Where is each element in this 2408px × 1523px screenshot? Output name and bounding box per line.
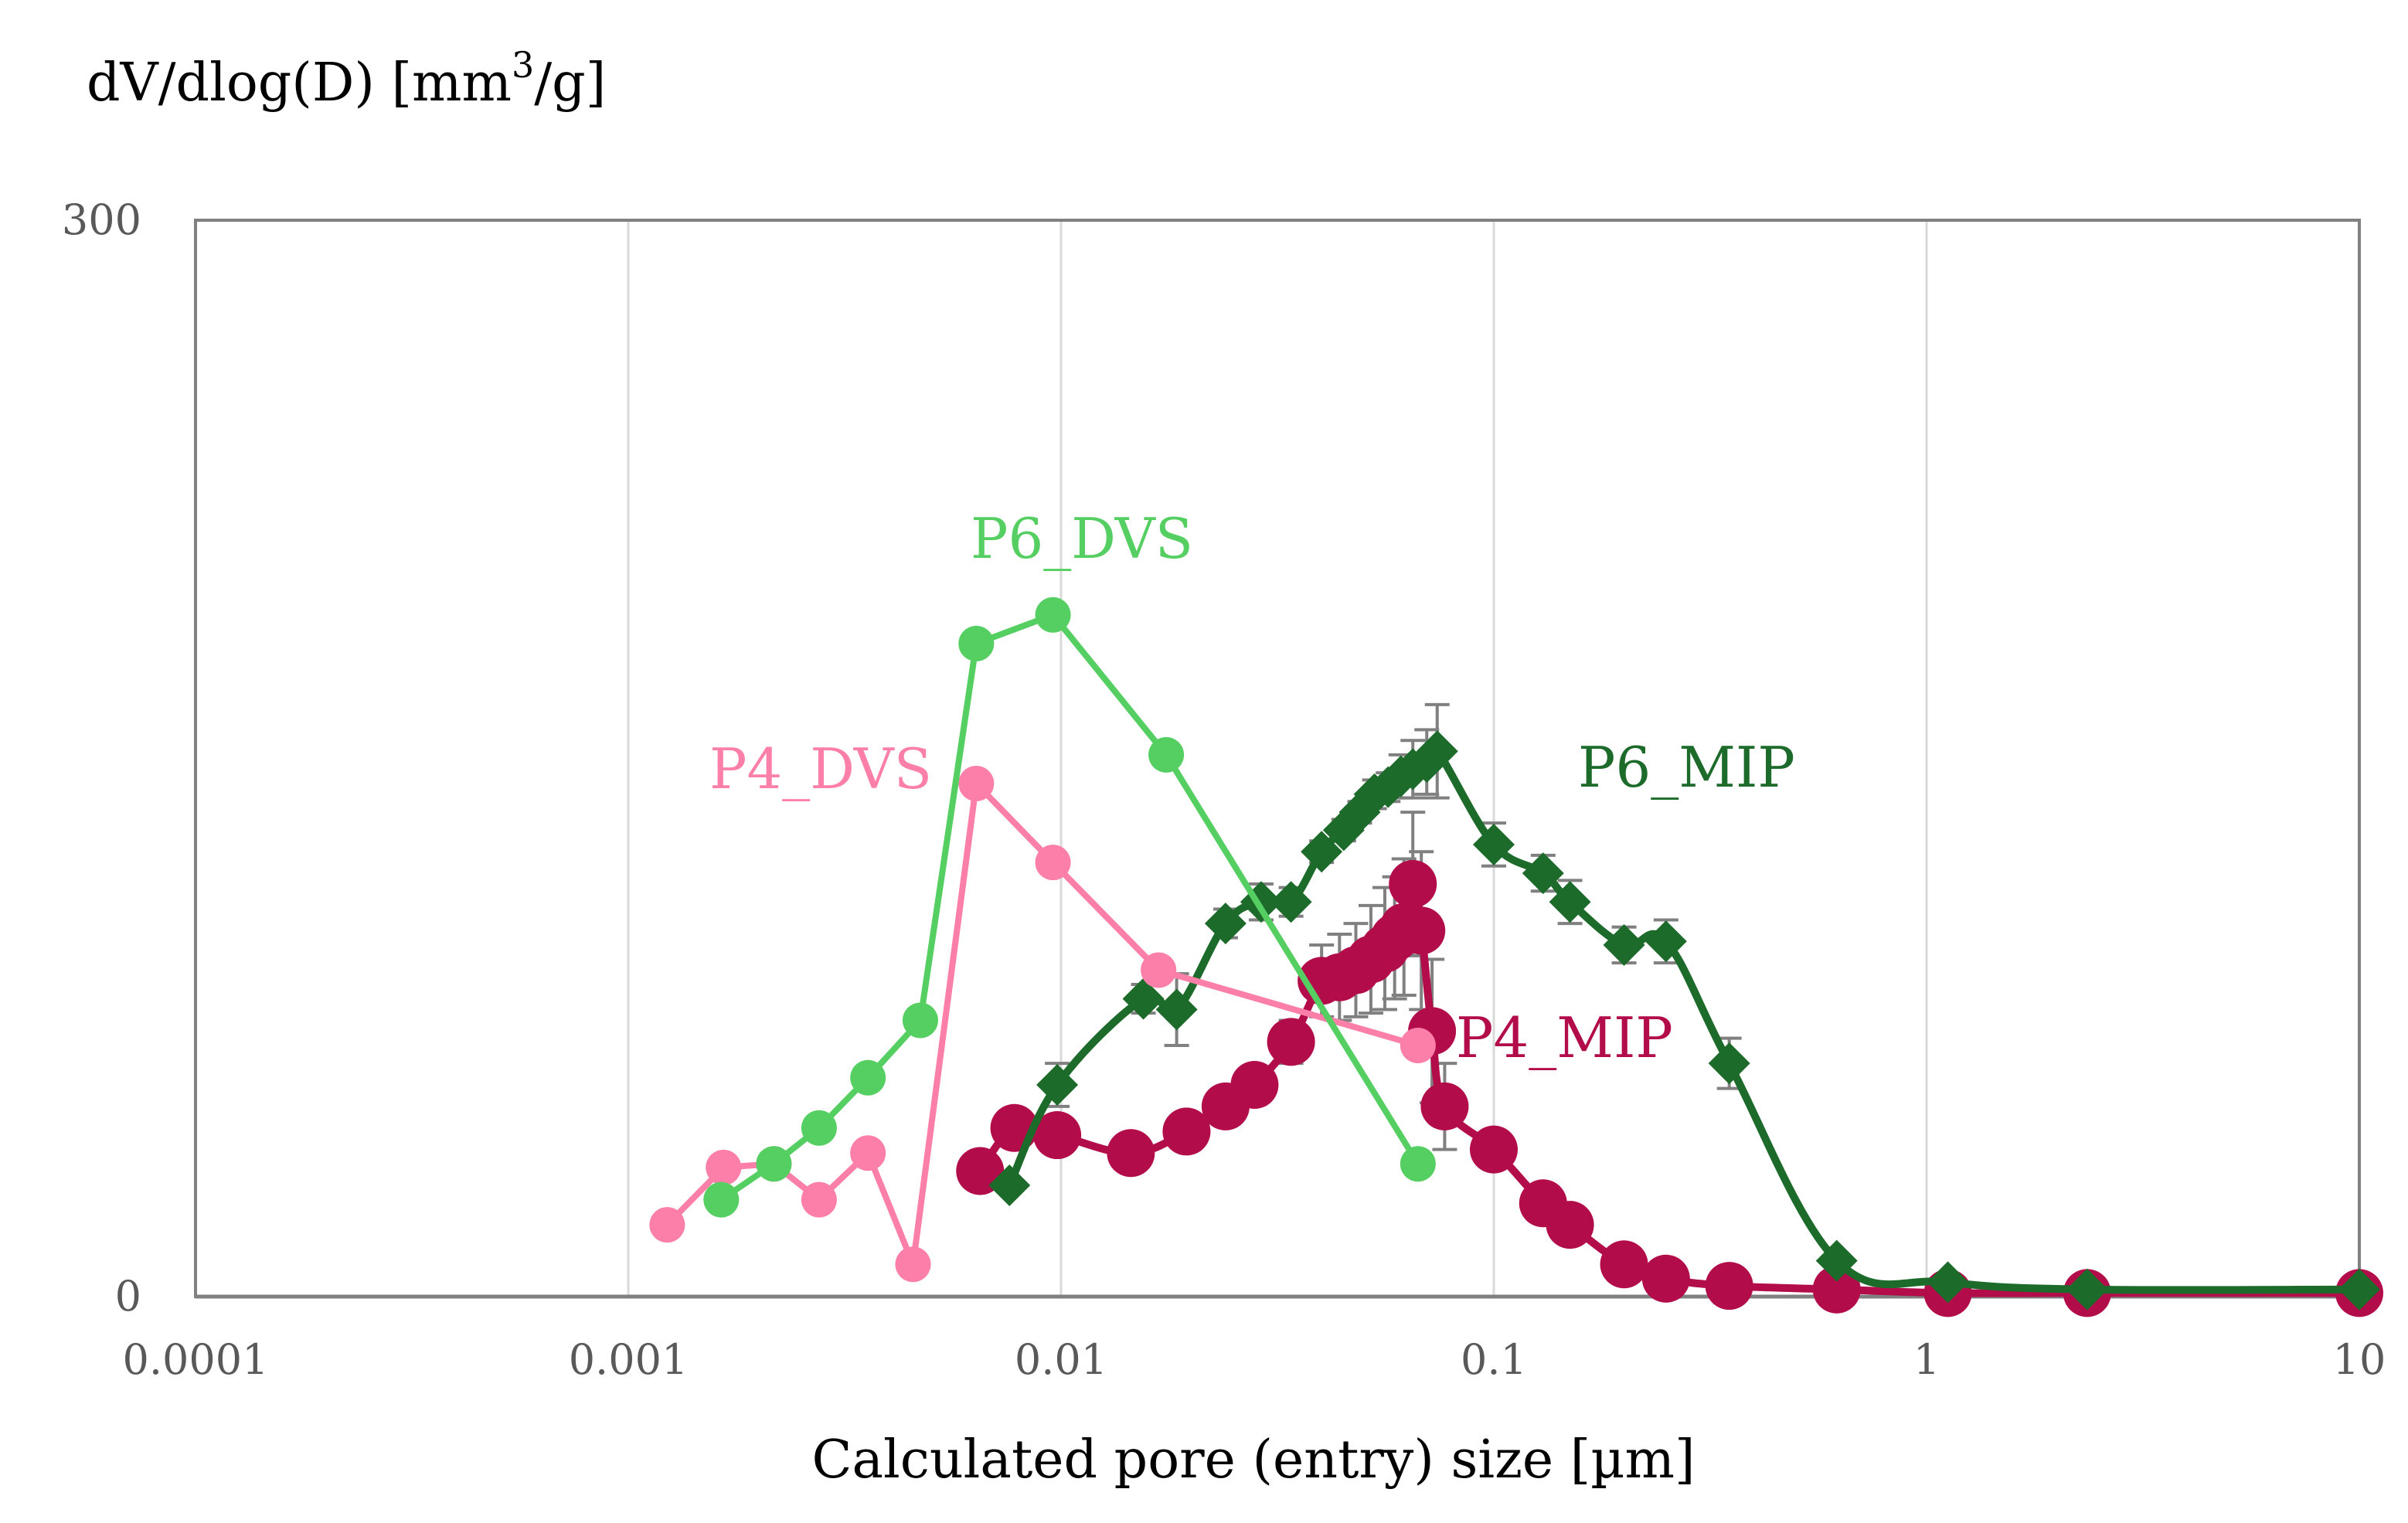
x-axis-label: Calculated pore (entry) size [µm] [811,1430,1695,1491]
x-tick-label-0-0001: 0.0001 [123,1335,269,1384]
tick-labels: 0.0001 0.001 0.01 0.1 1 10 0 300 [62,195,2386,1384]
marker-p6-dvs-6 [1035,597,1071,633]
marker-p4-mip-7 [1267,1018,1315,1066]
marker-p6-dvs-1 [756,1146,792,1182]
marker-p4-mip-3 [1107,1129,1155,1178]
marker-p6-dvs-4 [902,1002,938,1039]
marker-p6-mip-17 [1522,852,1564,895]
marker-p4-mip-19 [1470,1125,1518,1174]
marker-p6-mip-18 [1549,881,1591,923]
marker-p4-mip-4 [1162,1107,1211,1156]
marker-p6-mip-21 [1708,1042,1750,1085]
marker-p4-mip-22 [1600,1240,1648,1289]
marker-p6-dvs-7 [1148,736,1185,773]
y-axis-label-base: dV/dlog(D) [mm [87,53,512,114]
x-tick-label-0-001: 0.001 [569,1335,689,1384]
marker-p4-dvs-4 [850,1135,886,1171]
marker-p4-mip-18 [1420,1082,1469,1130]
marker-p4-mip-16 [1397,906,1446,955]
label-p4-dvs: P4_DVS [709,736,932,801]
x-tick-label-10: 10 [2333,1335,2386,1384]
marker-p4-mip-6 [1230,1061,1279,1110]
label-p6-mip: P6_MIP [1578,735,1795,800]
marker-p6-mip-6 [1270,881,1312,923]
marker-p4-mip-25 [1812,1265,1861,1314]
marker-p6-dvs-0 [703,1181,740,1218]
marker-p6-mip-23 [1927,1261,1969,1304]
marker-p4-dvs-0 [649,1207,685,1243]
marker-p6-dvs-3 [850,1059,886,1096]
y-axis-label: dV/dlog(D) [mm3/g] [87,44,606,114]
y-axis-label-superscript: 3 [512,44,534,86]
marker-p6-mip-4 [1204,903,1247,945]
marker-p6-mip-3 [1155,988,1198,1031]
x-tick-label-1: 1 [1913,1335,1940,1384]
marker-p6-mip-15 [1416,730,1458,773]
marker-p4-dvs-9 [1400,1027,1436,1063]
marker-p4-dvs-1 [706,1149,742,1185]
y-tick-label-300: 300 [62,195,141,244]
x-tick-label-0-01: 0.01 [1015,1335,1107,1384]
marker-p4-mip-15 [1389,860,1437,909]
marker-p4-mip-24 [1705,1262,1753,1311]
marker-p6-dvs-8 [1400,1146,1436,1182]
marker-p6-dvs-5 [958,625,995,661]
marker-p6-mip-20 [1644,920,1687,963]
marker-p6-mip-24 [2066,1268,2108,1311]
marker-p6-mip-7 [1301,831,1343,873]
series-line-p4-dvs [664,780,1421,1268]
marker-p6-mip-25 [2338,1268,2380,1311]
label-p4-mip: P4_MIP [1456,1005,1673,1070]
marker-p4-dvs-7 [1035,845,1071,881]
series [649,597,2383,1317]
label-p6-dvs: P6_DVS [971,506,1193,571]
marker-p6-mip-2 [1122,977,1165,1020]
marker-p6-mip-0 [988,1164,1031,1207]
marker-p6-mip-16 [1473,823,1515,865]
marker-p6-mip-1 [1036,1064,1079,1107]
series-p4-dvs [649,766,1436,1283]
marker-p4-dvs-8 [1141,952,1177,988]
marker-p4-dvs-3 [801,1181,837,1218]
series-p4-mip [956,860,2383,1317]
y-axis-label-tail: /g] [534,53,606,114]
marker-p6-mip-19 [1603,923,1645,966]
marker-p4-dvs-5 [895,1246,931,1283]
marker-p4-mip-23 [1641,1254,1690,1303]
marker-p4-mip-21 [1546,1201,1594,1249]
marker-p6-dvs-2 [801,1110,837,1146]
x-tick-label-0-1: 0.1 [1461,1335,1527,1384]
marker-p4-mip-2 [1033,1111,1082,1160]
marker-p6-mip-22 [1815,1239,1858,1282]
series-p6-dvs [703,597,1436,1218]
marker-p4-dvs-6 [958,766,995,802]
y-tick-label-0: 0 [115,1272,141,1321]
series-p6-mip [988,730,2380,1311]
